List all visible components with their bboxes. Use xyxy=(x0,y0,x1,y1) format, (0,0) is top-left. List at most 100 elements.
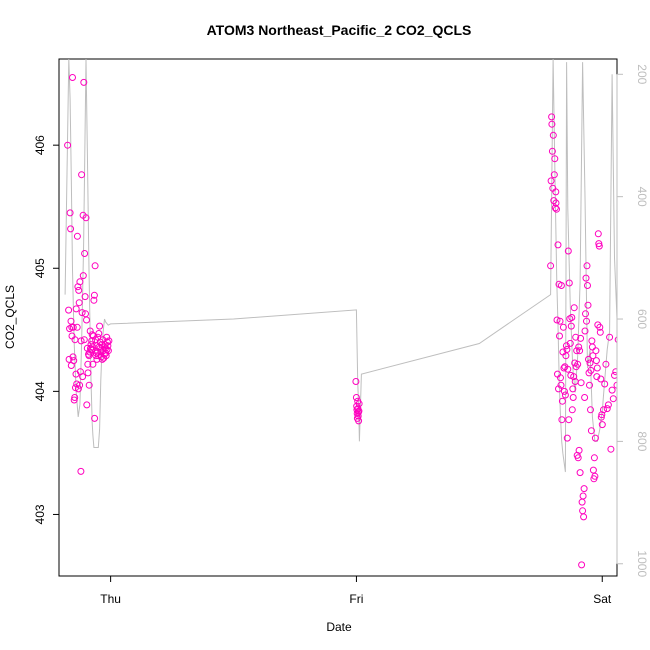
data-point xyxy=(613,381,617,389)
data-point xyxy=(614,336,617,343)
data-point xyxy=(570,304,578,312)
data-point xyxy=(82,214,90,222)
data-point xyxy=(597,413,605,421)
data-point xyxy=(548,113,556,121)
data-point xyxy=(585,355,592,363)
data-point xyxy=(549,131,557,139)
data-point xyxy=(558,397,566,405)
data-point xyxy=(578,498,586,506)
data-point xyxy=(586,359,594,367)
data-point xyxy=(608,386,616,394)
data-point xyxy=(91,262,99,270)
data-point xyxy=(584,301,592,309)
data-point xyxy=(552,188,560,196)
data-point xyxy=(590,454,598,462)
data-point xyxy=(74,385,82,393)
data-point xyxy=(96,322,104,330)
data-point xyxy=(577,379,585,387)
data-point xyxy=(84,369,92,377)
x-tick-label: Sat xyxy=(593,592,612,606)
data-point xyxy=(595,242,603,250)
data-point xyxy=(577,334,585,342)
data-point xyxy=(611,371,617,379)
data-point xyxy=(557,282,565,289)
data-point xyxy=(598,421,606,429)
y-tick-label: 405 xyxy=(33,258,47,278)
data-point xyxy=(547,177,555,185)
data-point xyxy=(352,394,360,401)
y2-tick-label: 800 xyxy=(635,431,649,451)
data-point xyxy=(600,406,607,414)
data-point xyxy=(65,306,73,314)
y-axis: 403 404 405 406 xyxy=(33,135,60,524)
data-point xyxy=(601,380,609,388)
y-tick-label: 406 xyxy=(33,135,47,155)
data-point xyxy=(86,327,94,335)
data-point xyxy=(352,378,360,385)
data-point xyxy=(596,323,604,331)
data-point xyxy=(354,412,362,420)
data-point xyxy=(103,333,111,341)
data-point xyxy=(612,368,617,376)
data-point xyxy=(82,310,89,318)
data-point xyxy=(597,375,605,383)
data-point xyxy=(79,272,87,280)
data-point xyxy=(564,365,572,373)
data-point xyxy=(69,353,77,361)
data-point xyxy=(548,120,556,128)
data-point xyxy=(592,357,600,365)
data-point xyxy=(95,330,103,337)
data-point xyxy=(580,513,588,521)
data-point xyxy=(587,366,595,374)
data-point xyxy=(575,446,583,454)
data-point xyxy=(594,230,602,238)
y2-tick-label: 400 xyxy=(635,187,649,207)
data-point xyxy=(554,241,562,249)
data-point xyxy=(553,205,560,213)
x-axis: Thu Fri Sat xyxy=(100,575,612,606)
data-point xyxy=(563,346,571,353)
data-point xyxy=(587,406,594,414)
data-point xyxy=(582,310,589,318)
data-point xyxy=(568,314,576,321)
data-point xyxy=(581,394,589,401)
data-point xyxy=(85,352,93,360)
data-point xyxy=(564,247,572,255)
data-point xyxy=(607,445,615,453)
data-point xyxy=(90,291,98,299)
data-point xyxy=(583,262,591,270)
data-point xyxy=(586,381,593,389)
data-point xyxy=(104,347,112,355)
data-point xyxy=(77,337,85,345)
data-point xyxy=(602,360,610,368)
data-point xyxy=(591,472,599,480)
y2-tick-label: 1000 xyxy=(635,550,649,577)
data-point xyxy=(77,467,85,475)
data-point xyxy=(589,352,597,360)
data-point xyxy=(578,561,586,569)
y-axis-label: CO2_QCLS xyxy=(3,285,17,349)
data-point xyxy=(78,171,86,179)
data-point xyxy=(582,274,590,282)
data-point xyxy=(69,74,76,81)
x-tick-label: Fri xyxy=(349,592,363,606)
data-point xyxy=(583,317,590,325)
data-point xyxy=(576,469,584,477)
data-point xyxy=(71,394,79,401)
data-point xyxy=(103,338,111,346)
data-point xyxy=(589,466,597,474)
data-point xyxy=(67,317,75,325)
data-point xyxy=(596,328,604,336)
data-point xyxy=(579,492,587,500)
data-point xyxy=(70,396,78,404)
data-point xyxy=(355,417,363,425)
data-point xyxy=(557,381,565,389)
data-point xyxy=(569,394,577,401)
data-point xyxy=(88,331,96,339)
chart-title: ATOM3 Northeast_Pacific_2 CO2_QCLS xyxy=(207,22,472,38)
data-point xyxy=(90,296,98,304)
data-point xyxy=(591,434,599,442)
data-point xyxy=(584,282,591,289)
data-point xyxy=(75,286,83,294)
